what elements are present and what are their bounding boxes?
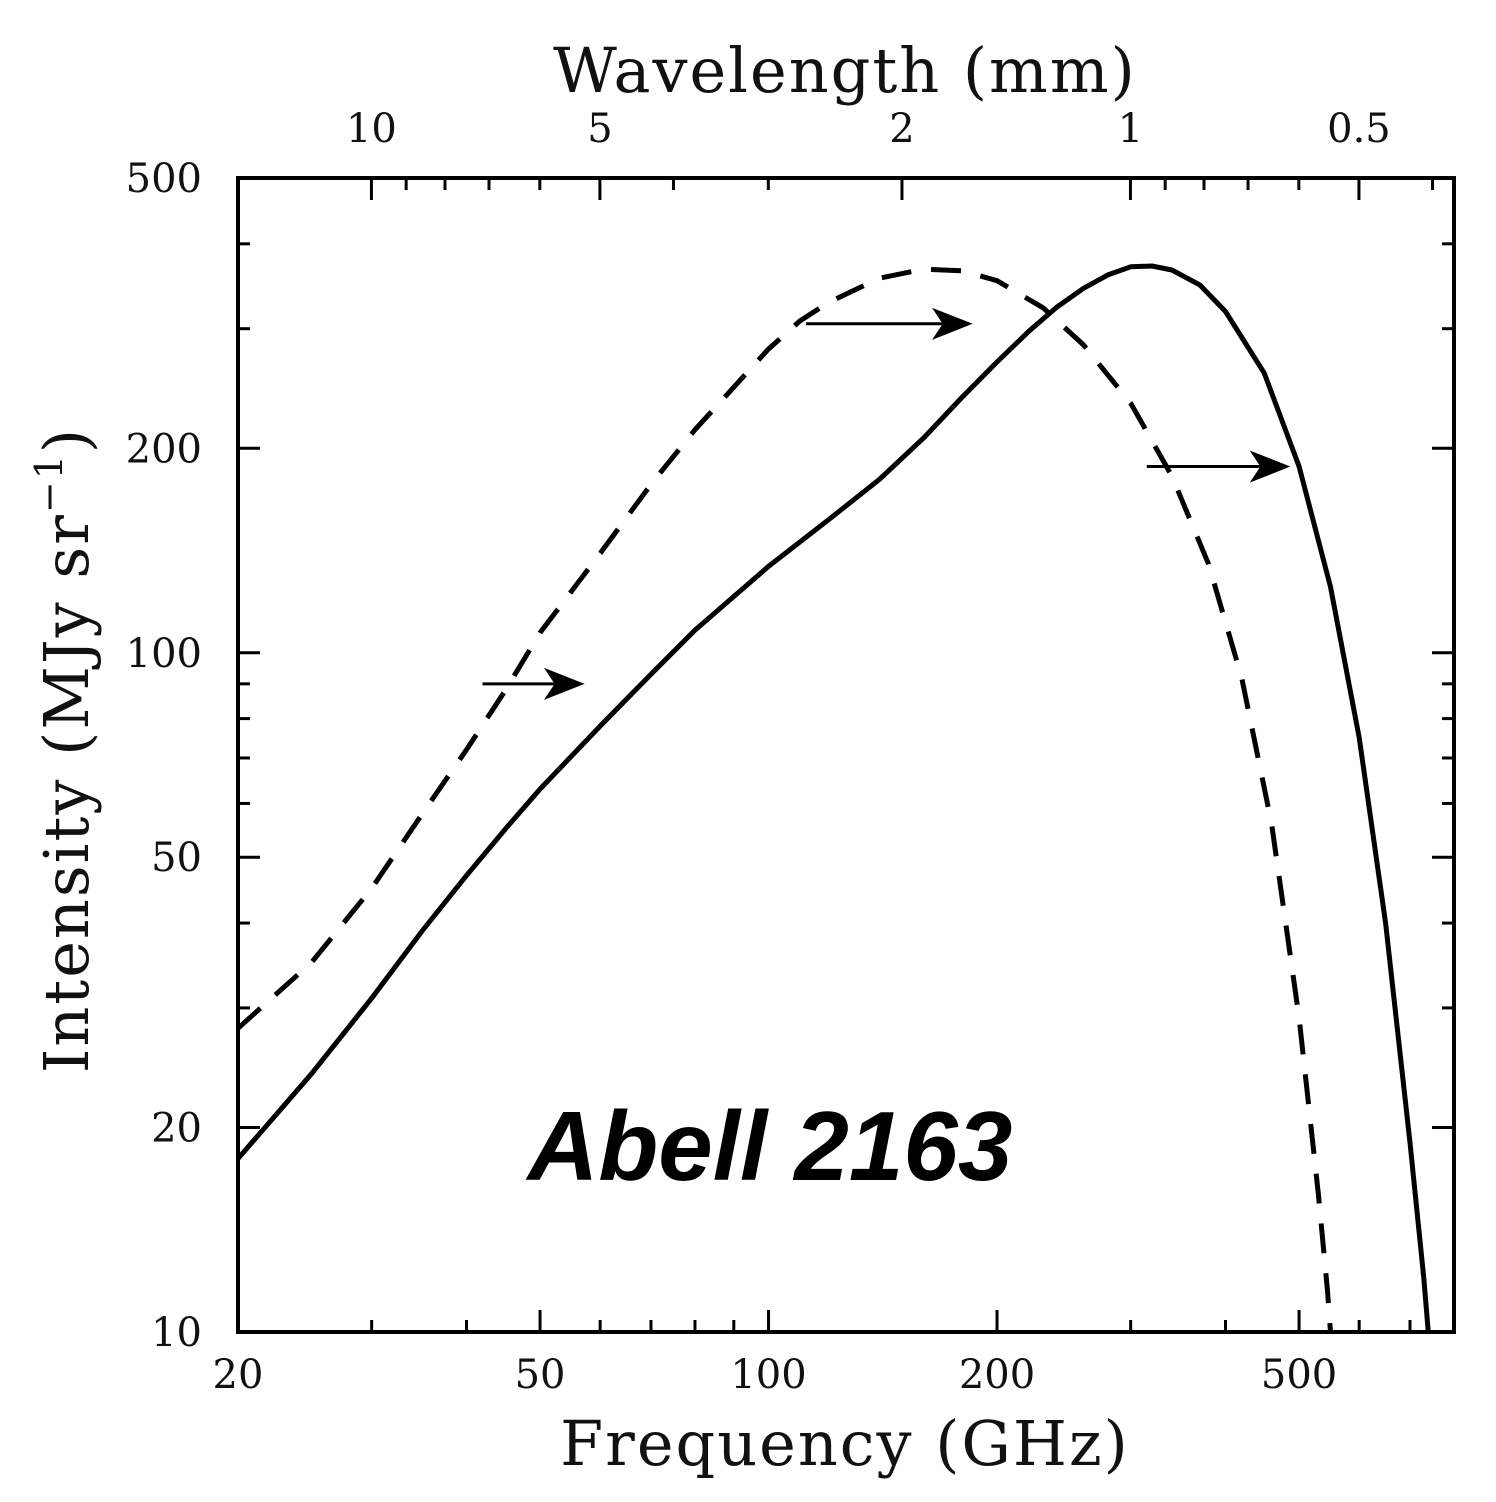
y-tick-label: 100 [126, 631, 202, 677]
y-tick-label: 500 [126, 156, 202, 202]
y-axis-title-close: ) [30, 427, 103, 453]
series-layer [236, 263, 1431, 1333]
x-tick-labels: 20 50 100 200 500 [213, 1352, 1338, 1398]
arrow-head [1249, 450, 1291, 483]
top-tick-label: 1 [1118, 106, 1143, 152]
plot-frame [236, 176, 1456, 1334]
y-axis-title-exponent: −1 [27, 453, 71, 513]
arrow-layer [482, 307, 1291, 700]
arrow-head [932, 307, 973, 340]
y-tick-labels: 10 20 50 100 200 500 [126, 156, 202, 1356]
chart-annotation: Abell 2163 [525, 1091, 1013, 1201]
y-axis-title: Intensity (MJy sr−1) [27, 427, 103, 1073]
y-tick-label: 200 [126, 426, 202, 472]
top-tick-label: 0.5 [1327, 106, 1391, 152]
series-solid-line [236, 263, 1431, 1333]
top-tick-label: 5 [587, 106, 612, 152]
top-tick-label: 10 [346, 106, 397, 152]
x-tick-label: 20 [213, 1352, 264, 1398]
x-axis-title: Frequency (GHz) [560, 1407, 1130, 1480]
x-tick-label: 50 [515, 1352, 566, 1398]
y-tick-label: 50 [151, 835, 202, 881]
x-tick-label: 100 [730, 1352, 806, 1398]
plot-area: Abell 2163 [236, 176, 1456, 1334]
top-axis-title: Wavelength (mm) [553, 34, 1137, 107]
y-axis-title-main: Intensity (MJy sr [30, 513, 103, 1073]
axis-ticks [236, 176, 1456, 1334]
y-tick-label: 10 [151, 1310, 202, 1356]
x-tick-label: 200 [959, 1352, 1035, 1398]
top-tick-label: 2 [889, 106, 914, 152]
series-dashed-line [236, 266, 1333, 1333]
arrow-head [543, 667, 585, 700]
x-tick-label: 500 [1261, 1352, 1337, 1398]
top-tick-labels: 10 5 2 1 0.5 [346, 106, 1391, 152]
y-tick-label: 20 [151, 1106, 202, 1152]
